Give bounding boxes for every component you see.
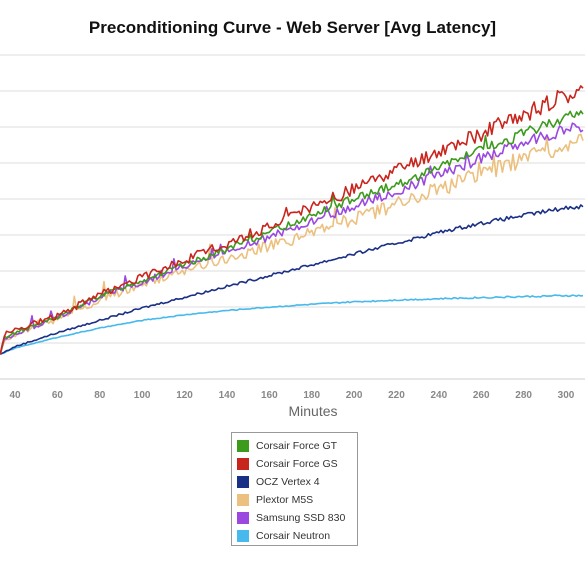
x-axis: 40 60 80 100 120 140 160 180 200 220 240 260 280 300 — [9, 390, 574, 400]
x-tick-label: 40 — [9, 390, 21, 400]
x-tick-label: 160 — [261, 390, 278, 400]
x-tick-label: 240 — [431, 390, 448, 400]
chart-title: Preconditioning Curve - Web Server [Avg … — [88, 18, 497, 37]
x-tick-label: 60 — [52, 390, 64, 400]
x-tick-label: 200 — [346, 390, 363, 400]
legend-label: Corsair Neutron — [256, 530, 331, 542]
legend-item[interactable]: OCZ Vertex 4 — [237, 473, 357, 491]
legend-label: OCZ Vertex 4 — [256, 476, 320, 488]
legend-item[interactable]: Corsair Force GS — [237, 455, 357, 473]
legend-swatch — [237, 440, 249, 452]
series-line-corsair-force-gs — [0, 85, 584, 355]
x-tick-label: 260 — [473, 390, 490, 400]
legend-swatch — [237, 494, 249, 506]
x-tick-label: 120 — [176, 390, 193, 400]
series-line-plextor-m5s — [0, 133, 584, 355]
legend-swatch — [237, 530, 249, 542]
x-tick-label: 280 — [515, 390, 532, 400]
x-tick-label: 300 — [558, 390, 575, 400]
legend-swatch — [237, 476, 249, 488]
legend-swatch — [237, 512, 249, 524]
x-tick-label: 100 — [134, 390, 151, 400]
series-line-samsung-ssd-830 — [0, 122, 584, 355]
plot-area: 40 60 80 100 120 140 160 180 200 220 240 260 280 300 — [0, 54, 585, 400]
series-line-ocz-vertex-4 — [0, 204, 584, 356]
legend: Corsair Force GT Corsair Force GS OCZ Vert… — [231, 432, 358, 546]
legend-item[interactable]: Corsair Neutron — [237, 527, 357, 545]
series-lines — [0, 85, 584, 356]
legend-item[interactable]: Samsung SSD 830 — [237, 509, 357, 527]
gridlines — [0, 54, 585, 380]
series-line-corsair-force-gt — [0, 110, 584, 355]
x-tick-label: 220 — [388, 390, 405, 400]
legend-item[interactable]: Plextor M5S — [237, 491, 357, 509]
legend-label: Plextor M5S — [256, 494, 314, 506]
x-tick-label: 140 — [219, 390, 236, 400]
x-tick-label: 180 — [303, 390, 320, 400]
legend-label: Corsair Force GS — [256, 458, 338, 470]
legend-swatch — [237, 458, 249, 470]
legend-label: Corsair Force GT — [256, 440, 338, 452]
legend-item[interactable]: Corsair Force GT — [237, 437, 357, 455]
x-axis-label: Minutes — [288, 403, 338, 419]
legend-label: Samsung SSD 830 — [256, 512, 346, 524]
x-tick-label: 80 — [94, 390, 106, 400]
series-line-corsair-neutron — [0, 294, 584, 356]
